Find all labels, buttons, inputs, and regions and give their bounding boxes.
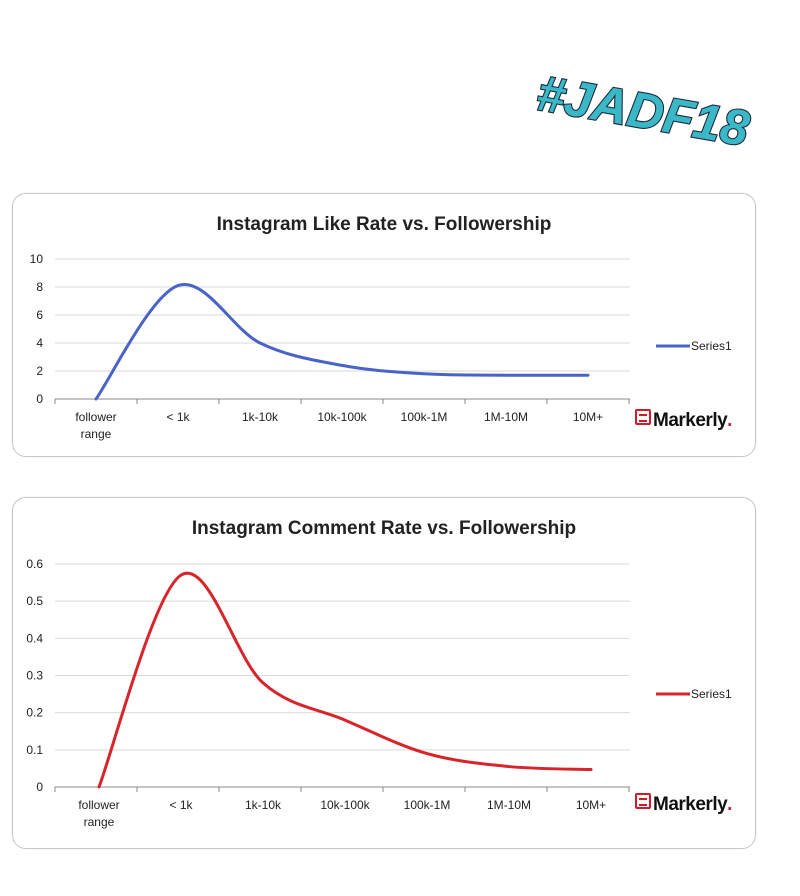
y-tick-label: 0.4 — [26, 631, 43, 645]
legend-label: Series1 — [691, 339, 732, 353]
y-tick-label: 8 — [36, 280, 43, 294]
y-tick-label: 2 — [36, 364, 43, 378]
y-tick-label: 0.5 — [26, 594, 43, 608]
markerly-logo-icon — [635, 793, 651, 809]
x-category-label: 1M-10M — [484, 410, 528, 424]
y-tick-label: 6 — [36, 308, 43, 322]
x-category-label: < 1k — [169, 798, 193, 812]
hashtag-graphic: #JADF18 — [532, 64, 755, 159]
markerly-logo: Markerly. — [635, 409, 733, 432]
x-category-label: 1k-10k — [242, 410, 279, 424]
x-category-label: 10M+ — [576, 798, 606, 812]
y-tick-label: 0.3 — [26, 669, 43, 683]
y-tick-label: 0 — [36, 780, 43, 794]
markerly-logo-text: Markerly — [653, 410, 728, 431]
comment-rate-chart-card: Instagram Comment Rate vs. Followership … — [12, 497, 756, 849]
y-tick-label: 4 — [36, 336, 43, 350]
y-tick-label: 0.2 — [26, 706, 43, 720]
chart-title: Instagram Like Rate vs. Followership — [216, 214, 552, 235]
x-category-label: 10k-100k — [317, 410, 367, 424]
x-category-label: follower range — [75, 410, 116, 441]
markerly-logo: Markerly. — [635, 793, 733, 816]
x-category-label: 1k-10k — [245, 798, 282, 812]
x-category-label: 10k-100k — [320, 798, 370, 812]
markerly-logo-text: Markerly — [653, 794, 728, 815]
like-rate-chart: 0 2 4 6 8 10 follower range < 1k 1k-10k 10k-100k 10… — [30, 252, 732, 441]
y-tick-label: 0.6 — [26, 557, 43, 571]
x-category-label: 100k-1M — [404, 798, 451, 812]
markerly-logo-dot: . — [727, 410, 733, 431]
x-category-label: 1M-10M — [487, 798, 531, 812]
legend-label: Series1 — [691, 687, 732, 701]
series-line — [94, 283, 590, 401]
series-line — [97, 571, 593, 789]
like-rate-chart-card: Instagram Like Rate vs. Followership 0 2 4… — [12, 193, 756, 457]
markerly-logo-dot: . — [727, 794, 733, 815]
y-tick-label: 0 — [36, 392, 43, 406]
comment-rate-chart: 0 0.1 0.2 0.3 0.4 0.5 0.6 follower range < 1k 1k-1… — [26, 557, 732, 829]
y-tick-label: 0.1 — [26, 743, 43, 757]
y-tick-label: 10 — [30, 252, 44, 266]
hashtag-text: #JADF18 — [533, 65, 754, 157]
x-category-label: follower range — [78, 798, 119, 829]
x-category-label: < 1k — [166, 410, 190, 424]
x-category-label: 10M+ — [573, 410, 603, 424]
chart-title: Instagram Comment Rate vs. Followership — [191, 518, 577, 539]
markerly-logo-icon — [635, 409, 651, 425]
x-category-label: 100k-1M — [401, 410, 448, 424]
